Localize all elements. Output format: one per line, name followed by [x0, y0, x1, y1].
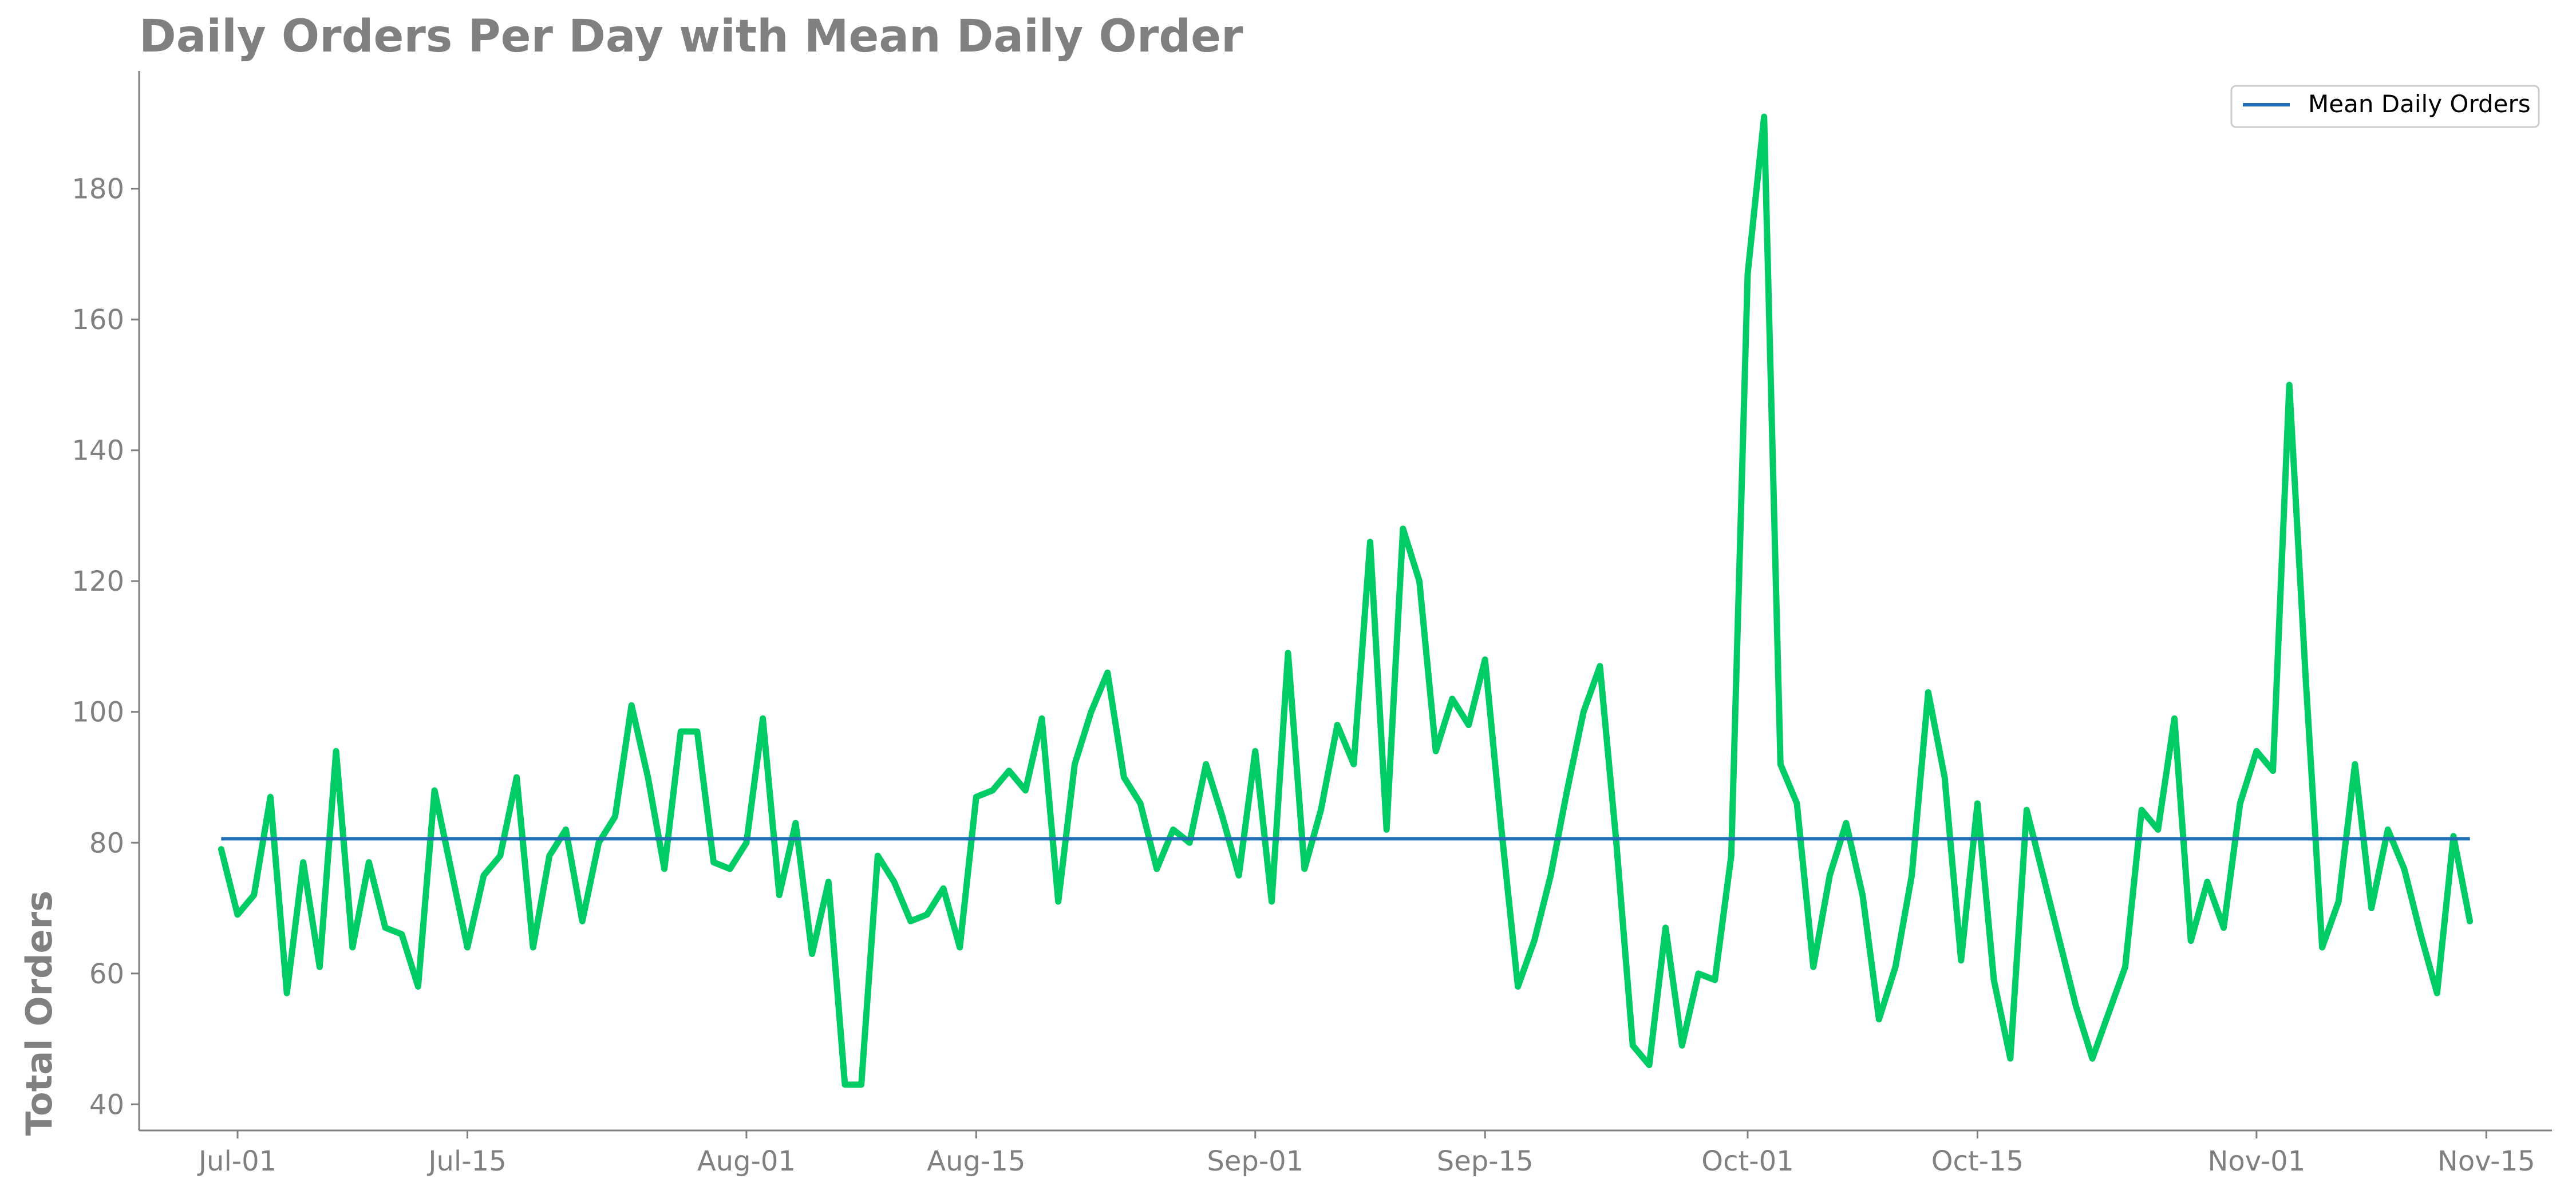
x-tick-label: Sep-15 — [1437, 1145, 1534, 1177]
y-tick-label: 180 — [72, 173, 124, 205]
y-tick-label: 140 — [72, 435, 124, 467]
x-tick-label: Aug-15 — [927, 1145, 1025, 1177]
y-axis-ticks: 40 60 80 100 120 140 160 180 — [72, 173, 139, 1121]
y-tick-label: 160 — [72, 304, 124, 336]
y-tick-label: 100 — [72, 697, 124, 729]
legend-box — [2230, 85, 2540, 128]
legend-label-mean-daily-orders: Mean Daily Orders — [2308, 90, 2531, 118]
x-tick-label: Nov-01 — [2207, 1145, 2305, 1177]
y-tick-label: 40 — [89, 1089, 124, 1121]
x-tick-label: Sep-01 — [1207, 1145, 1303, 1177]
daily-orders-line — [218, 113, 2474, 1088]
plot-area — [218, 113, 2474, 1088]
x-tick-label: Jul-01 — [197, 1145, 276, 1177]
y-tick-label: 60 — [89, 958, 124, 990]
legend: Mean Daily Orders — [2230, 85, 2540, 128]
x-tick-label: Jul-15 — [426, 1145, 506, 1177]
y-tick-label: 80 — [89, 827, 124, 859]
axes — [138, 71, 2552, 1132]
x-axis-ticks: Jul-01 Jul-15 Aug-01 Aug-15 Sep-01 Sep-15 Oct-… — [197, 1130, 2535, 1177]
y-axis-label: Total Orders — [18, 891, 60, 1136]
x-tick-label: Nov-15 — [2437, 1145, 2535, 1177]
y-tick-label: 120 — [72, 566, 124, 598]
chart-title: Daily Orders Per Day with Mean Daily Ord… — [139, 11, 1243, 62]
x-tick-label: Oct-15 — [1931, 1145, 2024, 1177]
x-tick-label: Oct-01 — [1701, 1145, 1793, 1177]
x-tick-label: Aug-01 — [697, 1145, 796, 1177]
